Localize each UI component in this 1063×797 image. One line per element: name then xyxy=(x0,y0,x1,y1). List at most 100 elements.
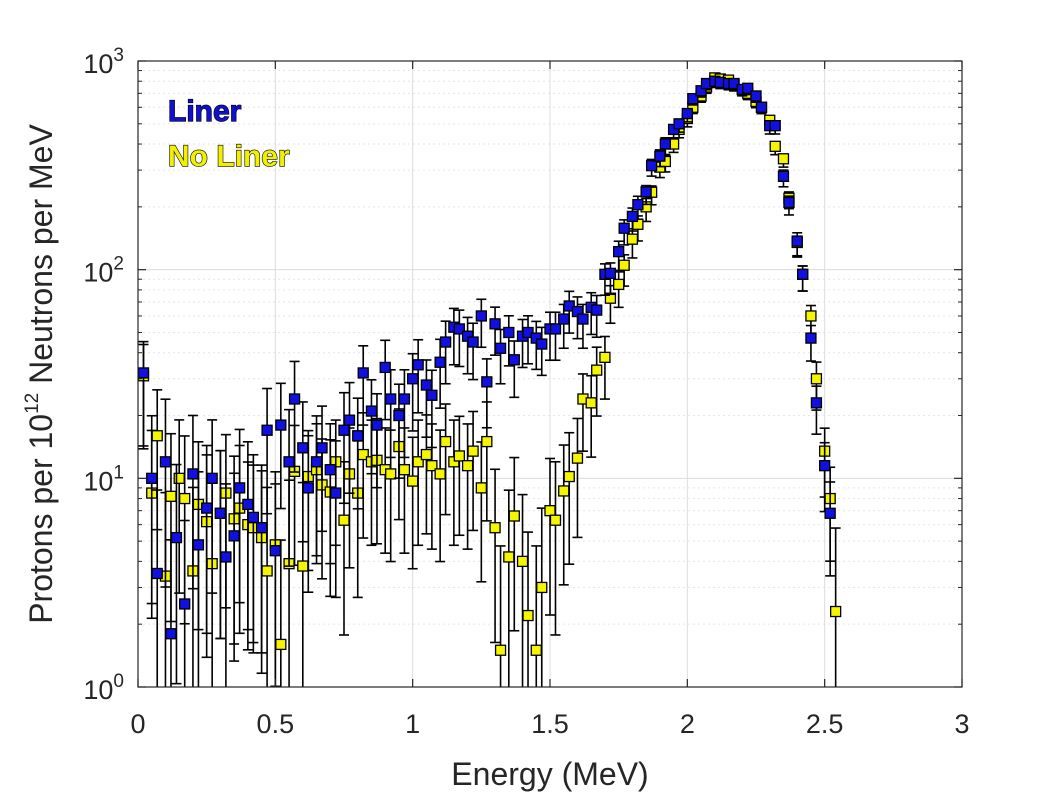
data-point-liner xyxy=(412,359,424,371)
data-point-liner xyxy=(385,393,397,405)
data-point-liner xyxy=(824,507,836,519)
data-point-no-liner xyxy=(591,364,603,376)
data-point-no-liner xyxy=(522,609,534,622)
data-point-liner xyxy=(503,326,515,339)
data-point-liner xyxy=(302,482,314,494)
data-point-liner xyxy=(170,531,183,544)
data-point-liner xyxy=(407,373,419,385)
data-point-no-liner xyxy=(810,373,823,385)
data-point-liner xyxy=(439,336,452,348)
data-point-liner xyxy=(434,356,446,368)
data-point-no-liner xyxy=(173,472,185,484)
data-point-liner xyxy=(179,598,191,610)
series-layer xyxy=(137,72,842,688)
data-point-liner xyxy=(645,160,658,172)
data-point-liner xyxy=(242,498,254,511)
data-point-liner xyxy=(247,511,260,524)
data-point-no-liner xyxy=(558,485,570,497)
data-point-no-liner xyxy=(461,460,474,472)
data-point-liner xyxy=(371,419,383,431)
data-point-liner xyxy=(275,419,287,431)
data-point-liner xyxy=(365,405,378,417)
data-point-no-liner xyxy=(275,638,287,651)
data-point-liner xyxy=(159,456,172,468)
data-point-no-liner xyxy=(503,551,515,563)
data-point-liner xyxy=(310,456,323,468)
data-point-liner xyxy=(618,222,630,234)
data-point-liner xyxy=(489,318,501,330)
data-point-liner xyxy=(393,409,405,422)
x-tick-label: 0 xyxy=(130,709,145,739)
data-point-liner xyxy=(577,313,589,325)
data-point-no-liner xyxy=(618,259,630,271)
data-point-no-liner xyxy=(151,430,163,442)
data-point-no-liner xyxy=(613,278,625,291)
data-point-liner xyxy=(687,93,699,105)
x-axis-title: Energy (MeV) xyxy=(451,756,648,792)
x-tick-label: 3 xyxy=(954,709,969,739)
legend: Liner No Liner xyxy=(167,94,290,173)
data-point-liner xyxy=(357,367,369,379)
data-point-liner xyxy=(494,342,507,354)
data-point-liner xyxy=(755,101,768,113)
data-point-liner xyxy=(728,77,740,90)
data-point-liner xyxy=(791,235,803,247)
x-tick-label: 1 xyxy=(405,709,420,739)
data-point-no-liner xyxy=(385,468,397,480)
data-point-liner xyxy=(626,210,639,223)
data-point-liner xyxy=(508,354,520,366)
data-point-liner xyxy=(352,430,364,442)
data-point-liner xyxy=(613,245,625,258)
data-point-no-liner xyxy=(297,560,309,572)
x-tick-label: 2.5 xyxy=(806,709,844,739)
data-point-liner xyxy=(467,336,479,348)
data-point-no-liner xyxy=(261,565,273,577)
data-point-liner xyxy=(640,186,652,198)
data-point-liner xyxy=(283,456,295,468)
data-point-liner xyxy=(659,138,672,150)
data-point-no-liner xyxy=(489,522,501,534)
data-point-no-liner xyxy=(407,475,419,487)
data-point-no-liner xyxy=(467,445,479,457)
tick-marks xyxy=(137,60,963,688)
data-point-liner xyxy=(206,472,218,484)
data-point-liner xyxy=(591,304,603,316)
data-point-no-liner xyxy=(599,351,611,364)
data-point-no-liner xyxy=(453,450,466,462)
data-point-liner xyxy=(398,393,411,405)
data-point-no-liner xyxy=(530,644,542,656)
data-point-liner xyxy=(233,482,246,494)
y-tick-label-base: 10 xyxy=(83,258,113,288)
data-point-liner xyxy=(797,268,809,280)
data-point-no-liner xyxy=(830,605,842,618)
data-point-liner xyxy=(558,313,570,325)
data-point-liner xyxy=(750,90,762,102)
data-point-no-liner xyxy=(412,456,424,468)
data-point-liner xyxy=(269,545,281,557)
x-tick-labels: 0 0.5 1 1.5 2 2.5 3 xyxy=(130,709,969,739)
data-point-liner xyxy=(654,150,666,162)
y-tick-label-base: 10 xyxy=(83,466,113,496)
x-tick-label: 0.5 xyxy=(257,709,295,739)
data-point-liner xyxy=(777,170,790,183)
y-tick-label: 100 xyxy=(83,671,124,705)
data-point-liner xyxy=(769,119,781,132)
data-point-liner xyxy=(137,367,150,379)
data-point-liner xyxy=(604,267,617,280)
data-point-no-liner xyxy=(563,470,575,483)
data-point-liner xyxy=(343,414,356,426)
data-point-no-liner xyxy=(398,464,411,476)
data-point-no-liner xyxy=(805,310,817,322)
data-point-no-liner xyxy=(420,448,433,461)
y-tick-label-exponent: 2 xyxy=(113,254,124,275)
y-axis-title-exponent: 12 xyxy=(22,393,43,414)
y-tick-label-base: 10 xyxy=(83,49,113,79)
y-tick-label-exponent: 0 xyxy=(113,671,124,692)
data-point-liner xyxy=(187,468,199,480)
y-tick-label: 102 xyxy=(83,254,124,288)
data-point-no-liner xyxy=(549,514,562,526)
data-point-liner xyxy=(632,198,644,211)
data-point-liner xyxy=(151,567,163,580)
